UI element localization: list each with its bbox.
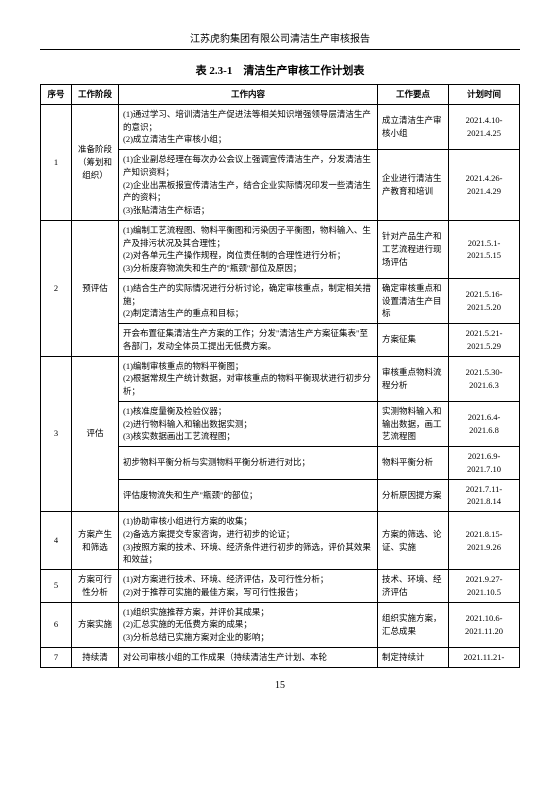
cell-seq: 2 bbox=[41, 220, 72, 356]
cell-seq: 7 bbox=[41, 647, 72, 667]
th-time: 计划时间 bbox=[449, 85, 520, 105]
cell-time: 2021.4.26-2021.4.29 bbox=[449, 150, 520, 221]
table-title: 表 2.3-1 清洁生产审核工作计划表 bbox=[40, 62, 520, 78]
cell-stage: 方案产生和筛选 bbox=[72, 512, 119, 570]
cell-content: 对公司审核小组的工作成果（持续清洁生产计划、本轮 bbox=[119, 647, 378, 667]
table-row: 5方案可行性分析(1)对方案进行技术、环境、经济评估，及可行性分析； (2)对于… bbox=[41, 570, 520, 603]
cell-content: (1)对方案进行技术、环境、经济评估，及可行性分析； (2)对于推荐可实施的最佳… bbox=[119, 570, 378, 603]
cell-content: (1)编制审核重点的物料平衡图； (2)根据常规生产统计数据，对审核重点的物料平… bbox=[119, 356, 378, 401]
cell-seq: 5 bbox=[41, 570, 72, 603]
th-stage: 工作阶段 bbox=[72, 85, 119, 105]
cell-seq: 4 bbox=[41, 512, 72, 570]
cell-time: 2021.5.16-2021.5.20 bbox=[449, 278, 520, 323]
cell-content: (1)通过学习、培训清洁生产促进法等相关知识增强领导层清洁生产的意识； (2)成… bbox=[119, 104, 378, 149]
cell-content: (1)组织实施推荐方案，并评价其成果； (2)汇总实施的无低费方案的成果； (3… bbox=[119, 602, 378, 647]
cell-points: 制定持续计 bbox=[378, 647, 449, 667]
plan-table: 序号 工作阶段 工作内容 工作要点 计划时间 1准备阶段（筹划和组织）(1)通过… bbox=[40, 84, 520, 668]
cell-points: 组织实施方案，汇总成果 bbox=[378, 602, 449, 647]
cell-time: 2021.4.10-2021.4.25 bbox=[449, 104, 520, 149]
cell-time: 2021.6.4-2021.6.8 bbox=[449, 401, 520, 446]
cell-content: (1)编制工艺流程图、物料平衡图和污染因子平衡图，物料输入、生产及排污状况及其合… bbox=[119, 220, 378, 278]
cell-content: 开会布置征集清洁生产方案的工作；分发"清洁生产方案征集表"至各部门，发动全体员工… bbox=[119, 324, 378, 357]
cell-seq: 6 bbox=[41, 602, 72, 647]
cell-seq: 1 bbox=[41, 104, 72, 220]
cell-time: 2021.11.21- bbox=[449, 647, 520, 667]
cell-points: 审核重点物料流程分析 bbox=[378, 356, 449, 401]
cell-content: (1)核准度量衡及检验仪器； (2)进行物料输入和输出数据实测； (3)核实数据… bbox=[119, 401, 378, 446]
cell-time: 2021.7.11-2021.8.14 bbox=[449, 479, 520, 512]
report-header: 江苏虎豹集团有限公司清洁生产审核报告 bbox=[40, 30, 520, 50]
cell-seq: 3 bbox=[41, 356, 72, 512]
cell-points: 技术、环境、经济评估 bbox=[378, 570, 449, 603]
table-row: 3评估(1)编制审核重点的物料平衡图； (2)根据常规生产统计数据，对审核重点的… bbox=[41, 356, 520, 401]
cell-time: 2021.5.30-2021.6.3 bbox=[449, 356, 520, 401]
cell-content: (1)协助审核小组进行方案的收集； (2)备选方案提交专家咨询，进行初步的论证；… bbox=[119, 512, 378, 570]
cell-time: 2021.5.21-2021.5.29 bbox=[449, 324, 520, 357]
cell-points: 企业进行清洁生产教育和培训 bbox=[378, 150, 449, 221]
table-row: 7持续清对公司审核小组的工作成果（持续清洁生产计划、本轮制定持续计2021.11… bbox=[41, 647, 520, 667]
cell-stage: 方案实施 bbox=[72, 602, 119, 647]
cell-content: (1)企业副总经理在每次办公会议上强调宣传清洁生产，分发清洁生产知识资料； (2… bbox=[119, 150, 378, 221]
cell-points: 成立清洁生产审核小组 bbox=[378, 104, 449, 149]
cell-stage: 方案可行性分析 bbox=[72, 570, 119, 603]
page-number: 15 bbox=[40, 680, 520, 691]
cell-points: 方案的筛选、论证、实施 bbox=[378, 512, 449, 570]
cell-points: 分析原因提方案 bbox=[378, 479, 449, 512]
cell-stage: 预评估 bbox=[72, 220, 119, 356]
th-points: 工作要点 bbox=[378, 85, 449, 105]
table-row: 4方案产生和筛选(1)协助审核小组进行方案的收集； (2)备选方案提交专家咨询，… bbox=[41, 512, 520, 570]
cell-content: 初步物料平衡分析与实测物料平衡分析进行对比； bbox=[119, 447, 378, 480]
cell-time: 2021.5.1-2021.5.15 bbox=[449, 220, 520, 278]
table-row: 2预评估(1)编制工艺流程图、物料平衡图和污染因子平衡图，物料输入、生产及排污状… bbox=[41, 220, 520, 278]
cell-stage: 准备阶段（筹划和组织） bbox=[72, 104, 119, 220]
cell-time: 2021.9.27-2021.10.5 bbox=[449, 570, 520, 603]
cell-time: 2021.6.9-2021.7.10 bbox=[449, 447, 520, 480]
cell-points: 实测物料输入和输出数据，画工艺流程图 bbox=[378, 401, 449, 446]
cell-time: 2021.8.15-2021.9.26 bbox=[449, 512, 520, 570]
cell-points: 针对产品生产和工艺流程进行现场评估 bbox=[378, 220, 449, 278]
table-header-row: 序号 工作阶段 工作内容 工作要点 计划时间 bbox=[41, 85, 520, 105]
table-row: 1准备阶段（筹划和组织）(1)通过学习、培训清洁生产促进法等相关知识增强领导层清… bbox=[41, 104, 520, 149]
cell-stage: 持续清 bbox=[72, 647, 119, 667]
th-seq: 序号 bbox=[41, 85, 72, 105]
th-content: 工作内容 bbox=[119, 85, 378, 105]
cell-points: 方案征集 bbox=[378, 324, 449, 357]
cell-content: 评估废物流失和生产"瓶颈"的部位； bbox=[119, 479, 378, 512]
cell-time: 2021.10.6-2021.11.20 bbox=[449, 602, 520, 647]
cell-stage: 评估 bbox=[72, 356, 119, 512]
table-row: 6方案实施(1)组织实施推荐方案，并评价其成果； (2)汇总实施的无低费方案的成… bbox=[41, 602, 520, 647]
cell-points: 确定审核重点和设置清洁生产目标 bbox=[378, 278, 449, 323]
cell-content: (1)结合生产的实际情况进行分析讨论，确定审核重点，制定相关措施； (2)制定清… bbox=[119, 278, 378, 323]
cell-points: 物料平衡分析 bbox=[378, 447, 449, 480]
